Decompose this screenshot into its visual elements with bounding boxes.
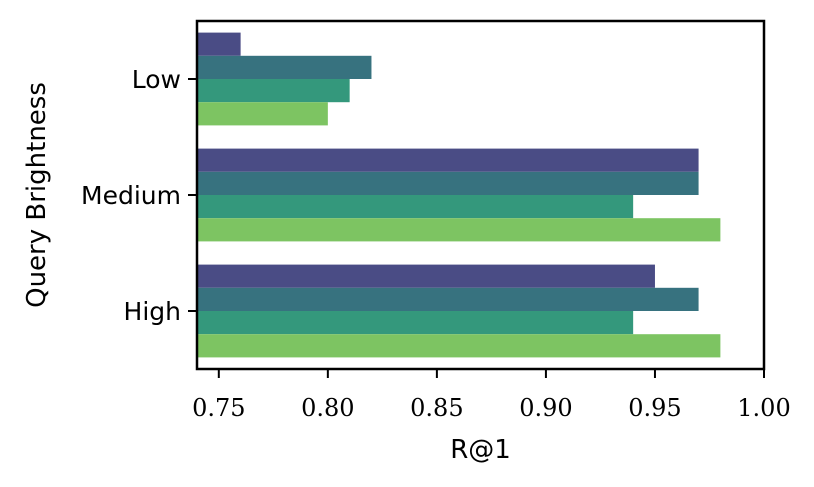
x-axis-title: R@1: [450, 435, 511, 465]
x-tick-label: 1.00: [737, 394, 790, 422]
bar-medium-series-1: [197, 148, 699, 172]
x-tick-label: 0.95: [628, 394, 681, 422]
x-tick-label: 0.90: [519, 394, 572, 422]
x-tick-label: 0.80: [301, 394, 354, 422]
bar-high-series-3: [197, 311, 634, 335]
bar-low-series-4: [197, 102, 328, 126]
x-tick-label: 0.85: [410, 394, 463, 422]
bar-high-series-4: [197, 334, 721, 358]
y-axis-ticks: Low Medium High: [81, 65, 197, 326]
y-tick-label-medium: Medium: [81, 181, 181, 210]
bars-group: [197, 32, 721, 358]
bar-medium-series-4: [197, 218, 721, 242]
bar-low-series-2: [197, 55, 372, 79]
bar-high-series-2: [197, 287, 699, 311]
bar-medium-series-2: [197, 171, 699, 195]
x-axis-ticks: 0.75 0.80 0.85 0.90 0.95 1.00: [192, 369, 791, 422]
y-axis-title: Query Brightness: [22, 82, 52, 308]
bar-high-series-1: [197, 264, 655, 288]
y-tick-label-high: High: [124, 297, 181, 326]
bar-low-series-3: [197, 79, 350, 103]
x-tick-label: 0.75: [192, 394, 245, 422]
bar-low-series-1: [197, 32, 241, 56]
y-tick-label-low: Low: [132, 65, 181, 94]
bar-medium-series-3: [197, 195, 634, 219]
